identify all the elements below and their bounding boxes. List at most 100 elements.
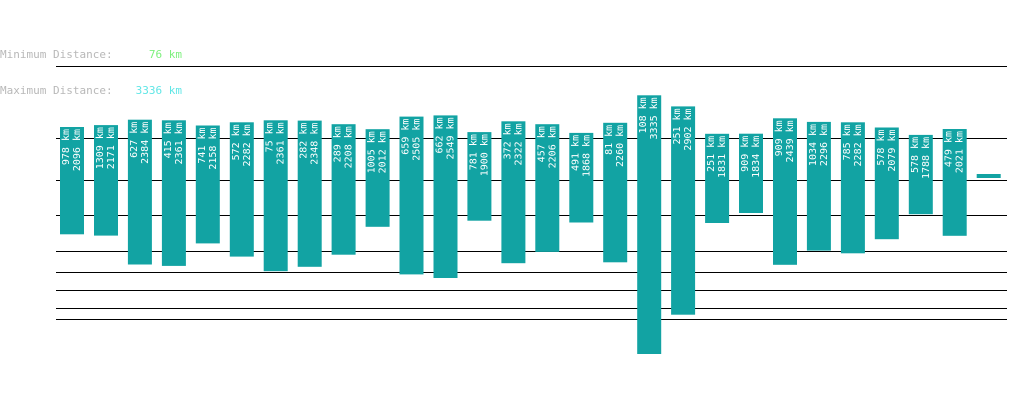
- range-bar: [94, 125, 118, 236]
- bar-min-label: 627 km: [129, 122, 140, 158]
- bar-max-label: 2322 km: [513, 123, 524, 165]
- range-bar-group: 457 km 2206 km: [535, 124, 560, 252]
- bar-max-label: 2282 km: [242, 124, 253, 166]
- bar-max-label: 2158 km: [208, 127, 219, 169]
- bar-max-label: 2361 km: [174, 122, 185, 164]
- range-bar-group: 289 km 2208 km: [331, 124, 356, 255]
- range-bar-group: 479 km 2021 km: [942, 129, 967, 236]
- range-bar: [705, 133, 730, 223]
- bar-max-label: 2206 km: [547, 126, 558, 168]
- range-bar-group: 372 km 2322 km: [501, 121, 526, 264]
- bar-min-label: 415 km: [163, 122, 174, 158]
- max-distance-value: 3336 km: [135, 84, 182, 97]
- bar-max-label: 2361 km: [276, 122, 287, 164]
- range-bar: [195, 125, 220, 244]
- bar-max-label: 1868 km: [581, 135, 592, 177]
- bar-max-label: 2348 km: [310, 123, 321, 165]
- bar-max-label: 2260 km: [615, 125, 626, 167]
- bar-min-label: 372 km: [502, 123, 513, 159]
- bar-max-label: 2079 km: [887, 130, 898, 172]
- bar-min-label: 479 km: [944, 131, 955, 167]
- bar-max-label: 1831 km: [717, 136, 728, 178]
- range-bar: [161, 120, 186, 266]
- range-bar: [60, 127, 84, 235]
- bar-max-label: 3335 km: [649, 97, 660, 139]
- bar-min-label: 251 km: [706, 136, 717, 172]
- min-distance-row: Minimum Distance: 76 km: [0, 49, 182, 61]
- range-bar: [671, 106, 696, 315]
- range-bar-group: 1309 km 2171 km: [94, 125, 118, 236]
- range-bar-group: 909 km 1834 km: [739, 133, 763, 213]
- end-marker-bar: [976, 174, 1001, 178]
- bars: 978 km 2096 km 1309 km 2171 km 627 km 2384 km…: [60, 95, 967, 355]
- range-bar: [365, 129, 390, 227]
- range-bar: [806, 121, 831, 251]
- max-distance-label: Maximum Distance:: [0, 84, 113, 97]
- range-bar-group: 251 km 2902 km: [671, 106, 696, 315]
- bar-min-label: 578 km: [876, 130, 887, 166]
- bar-max-label: 1900 km: [479, 134, 490, 176]
- range-bar-group: 662 km 2549 km: [433, 115, 458, 279]
- bar-min-label: 289 km: [333, 126, 344, 162]
- range-bar: [297, 120, 322, 267]
- range-bar-group: 572 km 2282 km: [229, 122, 254, 257]
- range-bar: [263, 120, 288, 272]
- bar-max-label: 2012 km: [378, 131, 389, 173]
- range-bar: [501, 121, 526, 264]
- bar-min-label: 572 km: [231, 124, 242, 160]
- bar-min-label: 781 km: [468, 134, 479, 170]
- bar-min-label: 909 km: [774, 120, 785, 156]
- bar-min-label: 81 km: [604, 125, 615, 155]
- max-distance-row: Maximum Distance: 3336 km: [0, 85, 182, 97]
- bar-min-label: 75 km: [265, 122, 276, 152]
- distance-summary: Minimum Distance: 76 km Maximum Distance…: [0, 25, 182, 109]
- bar-min-label: 491 km: [570, 135, 581, 171]
- bar-max-label: 2208 km: [344, 126, 355, 168]
- range-bar: [637, 95, 662, 355]
- min-distance-label: Minimum Distance:: [0, 48, 113, 61]
- range-bar-group: 108 km 3335 km: [637, 95, 662, 355]
- range-bar-group: 251 km 1831 km: [705, 133, 730, 223]
- range-bar-group: 785 km 2282 km: [840, 122, 865, 254]
- range-bar-group: 75 km 2361 km: [263, 120, 288, 272]
- range-bar-group: 415 km 2361 km: [161, 120, 186, 266]
- bar-min-label: 662 km: [435, 117, 446, 153]
- range-bar: [433, 115, 458, 279]
- bar-min-label: 457 km: [536, 126, 547, 162]
- bar-min-label: 741 km: [197, 128, 208, 164]
- bar-max-label: 2902 km: [683, 108, 694, 150]
- range-bar-group: 781 km 1900 km: [467, 132, 492, 221]
- range-bar-group: 741 km 2158 km: [195, 125, 220, 244]
- range-bar-group: 81 km 2260 km: [603, 122, 628, 263]
- bar-max-label: 2171 km: [106, 127, 117, 169]
- range-bar-group: 978 km 2096 km: [60, 127, 84, 235]
- range-bar: [535, 124, 560, 252]
- range-bar-group: 491 km 1868 km: [569, 132, 594, 223]
- bar-min-label: 282 km: [299, 123, 310, 159]
- range-bar: [942, 129, 967, 236]
- range-bar-group: 627 km 2384 km: [127, 119, 152, 265]
- bar-min-label: 578 km: [910, 137, 921, 173]
- bar-min-label: 251 km: [672, 108, 683, 144]
- bar-max-label: 1788 km: [921, 137, 932, 179]
- range-bar: [874, 127, 899, 240]
- range-bar: [603, 122, 628, 263]
- range-bar: [467, 132, 492, 221]
- bar-max-label: 1834 km: [751, 136, 762, 178]
- bar-min-label: 1309 km: [95, 127, 106, 169]
- min-distance-value: 76 km: [148, 48, 182, 61]
- bar-max-label: 2384 km: [140, 122, 151, 164]
- range-bar: [773, 118, 797, 265]
- range-bar-group: 282 km 2348 km: [297, 120, 322, 267]
- bar-min-label: 1034 km: [808, 124, 819, 166]
- range-bar: [331, 124, 356, 255]
- range-bar: [399, 116, 424, 275]
- bar-min-label: 909 km: [740, 136, 751, 172]
- bar-min-label: 1005 km: [367, 131, 378, 173]
- range-bar: [739, 133, 763, 213]
- range-bar: [840, 122, 865, 254]
- range-bar: [569, 132, 594, 223]
- bar-max-label: 2096 km: [72, 129, 83, 171]
- bar-max-label: 2296 km: [819, 124, 830, 166]
